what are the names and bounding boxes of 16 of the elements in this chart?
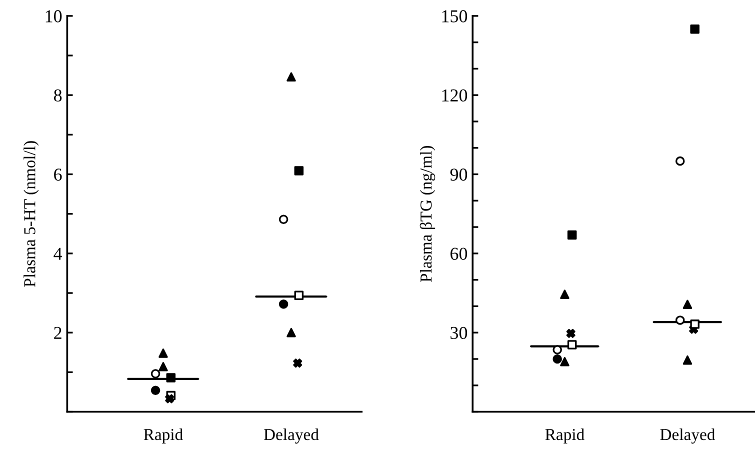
x-tick-label: Delayed: [264, 428, 319, 444]
x-tick-label: Rapid: [545, 428, 584, 444]
y-tick-label: 4: [54, 248, 62, 260]
y-tick-label: 6: [54, 168, 62, 181]
x-tick-label: Rapid: [144, 428, 183, 444]
y-tick-label: 90: [450, 168, 468, 181]
y-axis-title: Plasma 5-HT (nmol/l): [24, 141, 39, 287]
y-tick-label: 150: [442, 10, 468, 22]
y-axis-title: Plasma βTG (ng/ml): [420, 146, 436, 282]
y-tick-label: 30: [450, 326, 468, 340]
x-tick-label: Delayed: [660, 428, 716, 444]
y-tick-label: 8: [54, 89, 62, 102]
y-tick-label: 10: [46, 10, 62, 22]
y-tick-label: 60: [450, 248, 468, 260]
y-tick-label: 120: [442, 89, 468, 102]
y-tick-label: 2: [54, 326, 62, 339]
